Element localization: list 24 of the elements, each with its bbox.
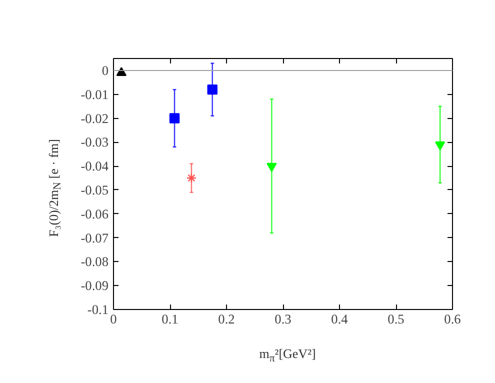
- y-tick-label: -0.1: [87, 302, 109, 317]
- y-tick-label: -0.06: [80, 206, 109, 222]
- point: [434, 141, 446, 150]
- point: [207, 84, 218, 95]
- y-tick-label: -0.07: [80, 230, 109, 246]
- y-tick-label: -0.08: [80, 254, 109, 270]
- point: [116, 67, 127, 76]
- x-axis-title: m$_{π}$²[GeV²]: [258, 345, 317, 367]
- y-tick-label: -0.04: [80, 158, 109, 174]
- x-tick-label: 0.6: [444, 312, 462, 326]
- y-tick-label: -0.03: [80, 134, 109, 150]
- x-tick-label: 0.1: [162, 312, 178, 326]
- y-tick-label: -0.09: [80, 278, 109, 294]
- point: [186, 172, 197, 184]
- point: [169, 113, 180, 124]
- y-tick-label: -0.02: [80, 110, 109, 126]
- x-tick-label: 0.2: [218, 312, 235, 326]
- y-tick-label: 0: [102, 62, 109, 78]
- x-tick-label: 0.5: [388, 312, 405, 326]
- point: [266, 162, 277, 172]
- x-tick-label: 0.4: [331, 312, 348, 326]
- y-tick-label: -0.01: [80, 86, 109, 102]
- y-tick-label: -0.05: [80, 182, 109, 198]
- x-tick-label: 0.3: [274, 312, 292, 326]
